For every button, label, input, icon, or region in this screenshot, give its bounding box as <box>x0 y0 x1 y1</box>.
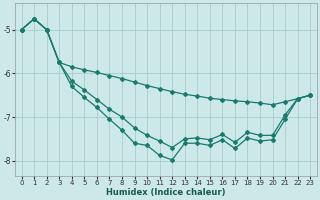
X-axis label: Humidex (Indice chaleur): Humidex (Indice chaleur) <box>106 188 226 197</box>
